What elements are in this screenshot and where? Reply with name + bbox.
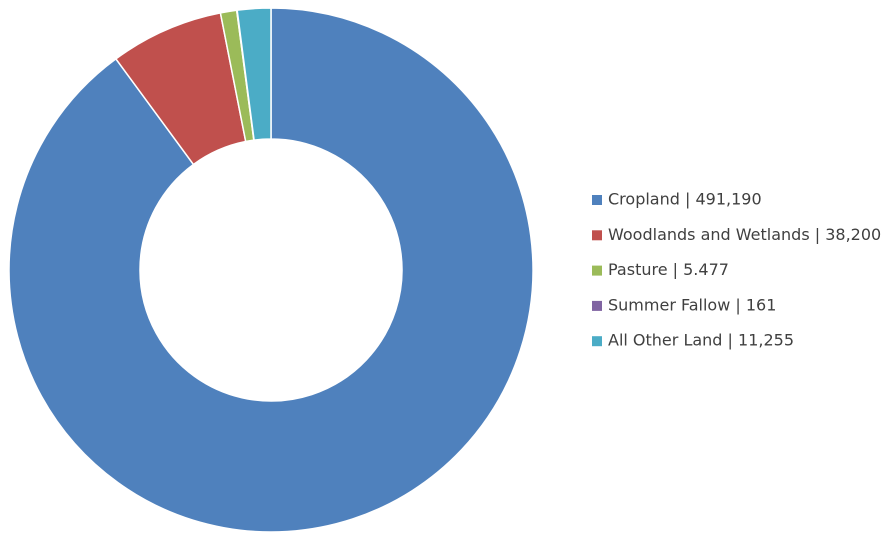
- legend-swatch: [592, 230, 602, 241]
- legend-label: All Other Land | 11,255: [608, 331, 794, 350]
- donut-slice: [236, 7, 272, 141]
- legend-label: Summer Fallow | 161: [608, 295, 776, 314]
- legend-swatch: [592, 336, 602, 347]
- legend-swatch: [592, 265, 602, 276]
- legend-label: Pasture | 5.477: [608, 260, 729, 279]
- donut-slice: [8, 7, 534, 533]
- legend-swatch: [592, 195, 602, 205]
- legend-label: Cropland | 491,190: [608, 190, 762, 209]
- legend-label: Woodlands and Wetlands | 38,200: [608, 225, 881, 244]
- legend-swatch: [592, 300, 602, 311]
